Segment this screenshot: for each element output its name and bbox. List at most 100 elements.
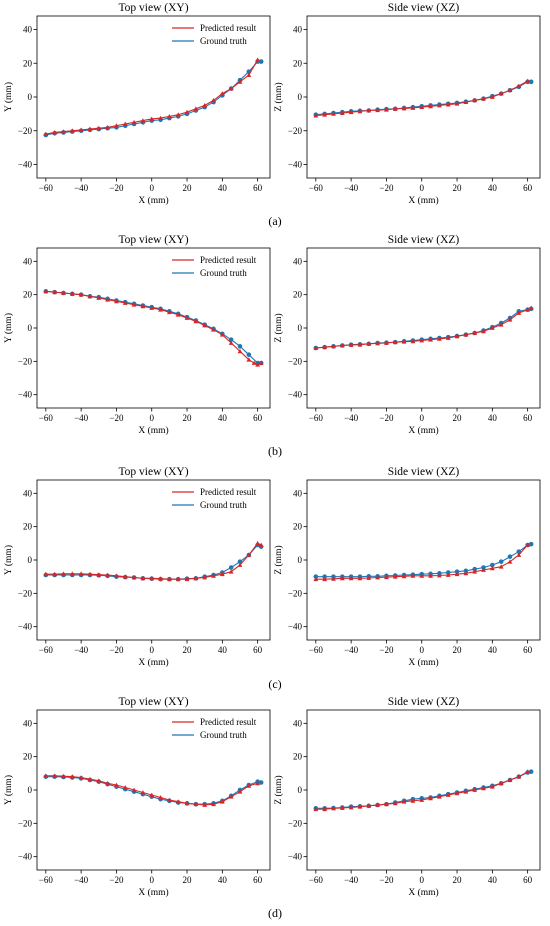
data-point-predicted-result <box>255 57 261 62</box>
data-point-predicted-result <box>122 785 128 790</box>
data-point-predicted-result <box>322 576 328 582</box>
data-point-predicted-result <box>366 108 372 113</box>
x-axis-label: X (mm) <box>408 657 438 668</box>
data-point-ground-truth <box>454 569 460 574</box>
caption-b: (b) <box>268 444 282 458</box>
data-point-predicted-result <box>313 113 319 118</box>
x-tick-label: −20 <box>109 413 124 423</box>
data-point-predicted-result <box>331 576 336 581</box>
data-point-ground-truth <box>228 565 234 570</box>
data-point-predicted-result <box>105 572 111 577</box>
x-tick-label: −20 <box>379 645 394 655</box>
data-point-predicted-result <box>357 575 363 581</box>
data-point-predicted-result <box>348 575 354 581</box>
data-point-predicted-result <box>255 362 261 367</box>
x-tick-label: 40 <box>488 645 498 655</box>
data-point-predicted-result <box>211 801 216 807</box>
data-point-predicted-result <box>366 803 372 808</box>
data-point-predicted-result <box>481 96 486 101</box>
x-tick-label: 20 <box>453 645 463 655</box>
data-point-ground-truth <box>322 574 327 579</box>
data-point-predicted-result <box>428 795 433 801</box>
data-point-predicted-result <box>140 575 146 581</box>
data-point-predicted-result <box>105 124 111 130</box>
data-point-predicted-result <box>357 108 363 114</box>
y-axis-label: Y (mm) <box>3 82 14 112</box>
y-tick-label: 0 <box>28 92 33 102</box>
data-point-predicted-result <box>78 292 84 297</box>
data-point-predicted-result <box>251 360 257 365</box>
data-point-predicted-result <box>348 342 354 347</box>
data-point-predicted-result <box>87 293 93 299</box>
data-point-predicted-result <box>428 573 433 578</box>
x-tick-label: 0 <box>419 413 424 423</box>
data-point-predicted-result <box>211 573 216 578</box>
data-point-predicted-result <box>43 571 49 577</box>
data-point-predicted-result <box>258 360 264 365</box>
legend-entry: Predicted result <box>200 717 257 727</box>
legend-entry: Ground truth <box>200 730 247 740</box>
y-tick-label: −40 <box>288 852 303 862</box>
series-line-predicted-result <box>45 59 259 135</box>
x-tick-label: −60 <box>309 645 324 655</box>
series-line-ground-truth <box>315 771 532 809</box>
x-tick-label: 60 <box>523 875 533 885</box>
y-axis-label: Y (mm) <box>3 545 14 575</box>
data-point-predicted-result <box>401 339 407 344</box>
data-point-predicted-result <box>184 109 190 115</box>
chart-title: Side view (XZ) <box>388 2 460 14</box>
series-line-predicted-result <box>45 775 258 806</box>
x-tick-label: 20 <box>453 875 463 885</box>
y-tick-label: −40 <box>288 160 303 170</box>
y-tick-label: 20 <box>23 290 33 300</box>
data-point-predicted-result <box>158 115 163 121</box>
data-point-predicted-result <box>472 787 478 792</box>
data-point-predicted-result <box>375 107 381 113</box>
data-point-predicted-result <box>498 322 504 327</box>
data-point-predicted-result <box>184 576 190 582</box>
x-tick-label: 60 <box>523 183 533 193</box>
data-point-predicted-result <box>202 323 208 328</box>
data-point-predicted-result <box>149 116 155 121</box>
data-point-predicted-result <box>454 571 460 577</box>
x-tick-label: −40 <box>344 645 359 655</box>
data-point-predicted-result <box>114 782 119 787</box>
data-point-predicted-result <box>498 91 504 96</box>
data-point-predicted-result <box>481 328 486 334</box>
y-tick-label: 0 <box>298 92 303 102</box>
data-point-predicted-result <box>454 790 460 796</box>
data-point-predicted-result <box>419 797 425 802</box>
series-line-ground-truth <box>45 61 262 136</box>
data-point-predicted-result <box>193 106 199 111</box>
series-line-predicted-result <box>315 80 528 117</box>
data-point-predicted-result <box>507 777 513 782</box>
data-point-predicted-result <box>375 802 381 807</box>
data-point-predicted-result <box>489 325 495 330</box>
y-tick-label: −40 <box>18 852 33 862</box>
data-point-predicted-result <box>366 341 372 346</box>
data-point-predicted-result <box>410 798 416 803</box>
data-point-predicted-result <box>193 801 199 807</box>
data-point-predicted-result <box>228 794 234 799</box>
plot-frame <box>306 15 541 179</box>
data-point-predicted-result <box>61 290 66 295</box>
x-tick-label: −40 <box>344 183 359 193</box>
data-point-predicted-result <box>525 542 531 547</box>
data-point-predicted-result <box>202 103 208 108</box>
x-tick-label: −60 <box>39 875 54 885</box>
x-tick-label: 0 <box>149 183 154 193</box>
data-point-predicted-result <box>428 103 433 109</box>
data-point-predicted-result <box>52 571 58 577</box>
x-tick-label: 0 <box>419 645 424 655</box>
data-point-predicted-result <box>436 573 442 578</box>
x-tick-label: −40 <box>344 875 359 885</box>
data-point-ground-truth <box>463 568 469 574</box>
x-axis-label: X (mm) <box>408 887 438 898</box>
data-point-predicted-result <box>193 575 199 581</box>
y-tick-label: −20 <box>288 588 303 598</box>
x-tick-label: −60 <box>39 183 54 193</box>
chart-title: Side view (XZ) <box>388 234 460 246</box>
data-point-predicted-result <box>516 552 522 557</box>
y-tick-label: 20 <box>23 752 33 762</box>
series-line-predicted-result <box>45 290 262 366</box>
